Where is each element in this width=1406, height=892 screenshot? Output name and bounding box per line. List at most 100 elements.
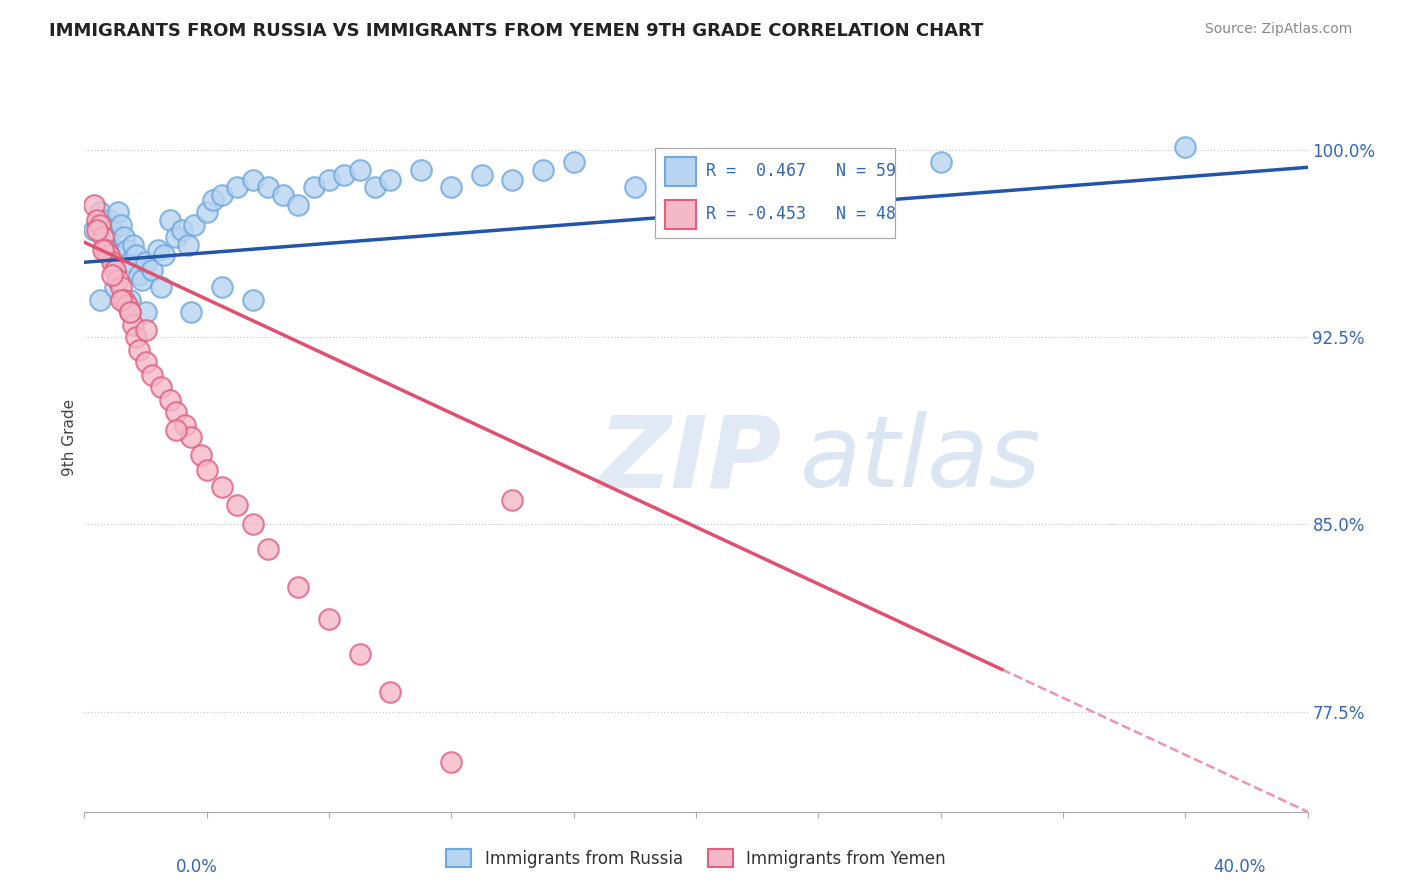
Point [349,648,371,662]
Point [211,480,233,494]
Point [624,180,647,194]
Point [195,205,218,219]
Point [83,223,105,237]
Point [165,423,187,437]
Point [131,273,153,287]
Point [159,212,181,227]
Point [141,262,163,277]
Point [242,517,264,532]
Point [838,162,860,177]
Point [502,822,524,837]
Text: R =  0.467   N = 59: R = 0.467 N = 59 [706,162,896,180]
Point [115,243,138,257]
Point [271,187,294,202]
Point [122,318,145,332]
Text: atlas: atlas [800,411,1042,508]
Point [110,218,132,232]
Text: IMMIGRANTS FROM RUSSIA VS IMMIGRANTS FROM YEMEN 9TH GRADE CORRELATION CHART: IMMIGRANTS FROM RUSSIA VS IMMIGRANTS FRO… [49,22,984,40]
Point [177,237,200,252]
Text: Source: ZipAtlas.com: Source: ZipAtlas.com [1205,22,1353,37]
Point [149,380,172,394]
Point [302,180,325,194]
Point [242,173,264,187]
Text: 40.0%: 40.0% [1213,858,1265,876]
Point [226,180,249,194]
Point [159,392,181,407]
Text: ZIP: ZIP [598,411,782,508]
Text: 0.0%: 0.0% [176,858,218,876]
Point [257,542,280,557]
Point [201,193,224,207]
Point [83,198,105,212]
Point [89,293,111,307]
Point [91,230,114,244]
Point [101,268,124,282]
Point [562,155,585,169]
Point [135,323,157,337]
Point [91,218,114,232]
Point [409,162,432,177]
Point [242,293,264,307]
Point [183,218,205,232]
Point [318,612,340,626]
Point [104,243,127,257]
Point [211,280,233,294]
Point [174,417,197,432]
Point [153,248,176,262]
Point [364,180,387,194]
Text: R = -0.453   N = 48: R = -0.453 N = 48 [706,205,896,223]
Point [120,293,142,307]
Point [929,155,952,169]
Point [101,223,124,237]
Point [440,180,463,194]
Point [287,198,309,212]
Point [107,273,129,287]
Point [104,262,127,277]
FancyBboxPatch shape [665,157,696,186]
Point [120,305,142,319]
Point [440,755,463,769]
Point [112,230,135,244]
Point [257,180,280,194]
Point [101,255,124,269]
Point [685,168,707,182]
Point [149,280,172,294]
Point [380,173,402,187]
Point [180,305,202,319]
Point [120,305,142,319]
Point [122,237,145,252]
Point [86,212,108,227]
Y-axis label: 9th Grade: 9th Grade [62,399,77,475]
Point [349,162,371,177]
Point [380,685,402,699]
Point [110,293,132,307]
Point [89,205,111,219]
Point [115,298,138,312]
Point [110,280,132,294]
Point [97,212,120,227]
Point [180,430,202,444]
Point [104,280,127,294]
Point [165,405,187,419]
Point [91,243,114,257]
Point [318,173,340,187]
Point [502,173,524,187]
Point [86,223,108,237]
Point [287,580,309,594]
Point [190,448,212,462]
Point [135,355,157,369]
Point [226,498,249,512]
Point [165,230,187,244]
Point [211,187,233,202]
Point [135,255,157,269]
Point [94,243,117,257]
Point [128,268,150,282]
Point [128,343,150,357]
Point [172,223,194,237]
FancyBboxPatch shape [665,200,696,228]
Point [141,368,163,382]
Point [89,218,111,232]
Point [94,230,117,244]
Point [502,492,524,507]
Point [333,168,356,182]
